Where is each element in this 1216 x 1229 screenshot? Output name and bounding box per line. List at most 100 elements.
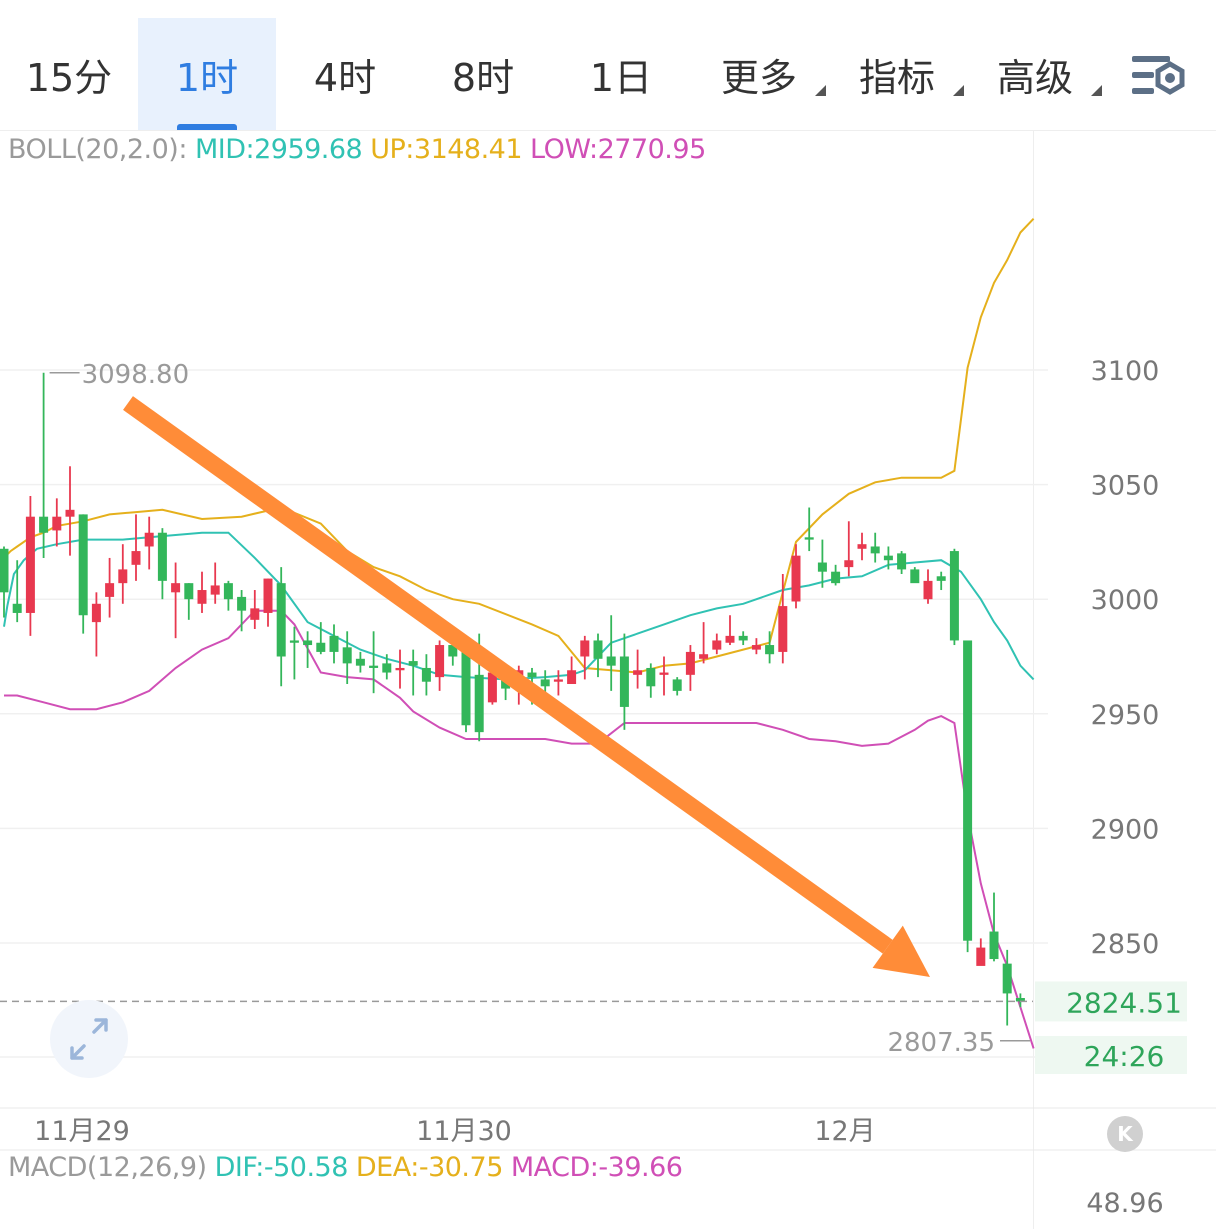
candle-body bbox=[91, 603, 101, 623]
candle-body bbox=[553, 679, 563, 682]
candle-body bbox=[910, 569, 920, 584]
macd-axis-label: 48.96 bbox=[1086, 1188, 1163, 1219]
candle-body bbox=[408, 661, 418, 666]
candle-body bbox=[303, 640, 313, 646]
candle-body bbox=[963, 640, 973, 941]
candle-body bbox=[659, 672, 669, 675]
tab-timeframe-5[interactable]: 更多 bbox=[690, 18, 828, 130]
candle-body bbox=[1002, 963, 1012, 994]
candle-body bbox=[184, 583, 194, 600]
macd-legend: MACD(12,26,9) DIF:-50.58 DEA:-30.75 MACD:-3… bbox=[8, 1152, 690, 1183]
candle-body bbox=[276, 583, 286, 657]
dropdown-caret-icon bbox=[815, 85, 826, 96]
candle-body bbox=[738, 635, 748, 641]
candle-body bbox=[606, 656, 616, 666]
candle-body bbox=[0, 548, 9, 593]
boll-lower-line bbox=[4, 609, 1035, 1049]
candle-body bbox=[448, 645, 458, 657]
candle-body bbox=[157, 532, 167, 581]
scroll-to-latest-button[interactable]: K bbox=[1107, 1116, 1143, 1152]
rewind-icon: K bbox=[1117, 1122, 1133, 1146]
candle-body bbox=[778, 606, 788, 652]
timeframe-toolbar: 15分 1时 4时 8时 1日 更多 指标 高级 bbox=[0, 0, 1216, 130]
candle-body bbox=[883, 555, 893, 561]
candle-body bbox=[712, 640, 722, 650]
expand-fullscreen-button[interactable] bbox=[50, 1000, 128, 1078]
candle-body bbox=[382, 663, 392, 673]
candle-body bbox=[936, 576, 946, 581]
last-price-label: 2824.51 bbox=[1066, 986, 1182, 1019]
candle-body bbox=[461, 645, 471, 726]
candle-body bbox=[646, 667, 656, 687]
candle-body bbox=[949, 551, 959, 641]
candle-body bbox=[487, 672, 497, 703]
candle-body bbox=[369, 665, 379, 668]
boll-legend-mid: MID:2959.68 bbox=[194, 134, 363, 165]
y-tick-label: 2900 bbox=[1091, 814, 1160, 845]
tab-timeframe-1[interactable]: 1时 bbox=[138, 18, 276, 130]
candle-body bbox=[52, 516, 62, 531]
macd-legend-dea: DEA:-30.75 bbox=[355, 1152, 503, 1183]
trend-arrow-head bbox=[872, 925, 930, 977]
boll-legend-up: UP:3148.41 bbox=[370, 134, 523, 165]
expand-icon bbox=[70, 1018, 108, 1060]
candle-body bbox=[699, 654, 709, 659]
candle-body bbox=[210, 585, 220, 595]
candle-body bbox=[685, 651, 695, 675]
candle-body bbox=[831, 571, 841, 584]
candle-body bbox=[580, 640, 590, 657]
min-price-label: 2807.35 bbox=[887, 1028, 995, 1058]
candle-body bbox=[25, 516, 35, 613]
candle-body bbox=[435, 645, 445, 678]
candle-body bbox=[765, 645, 775, 655]
candle-body bbox=[672, 679, 682, 691]
tab-timeframe-3[interactable]: 8时 bbox=[414, 18, 552, 130]
dropdown-caret-icon bbox=[953, 85, 964, 96]
boll-legend-low: LOW:2770.95 bbox=[530, 134, 706, 165]
tab-label: 15分 bbox=[25, 55, 113, 100]
tab-timeframe-4[interactable]: 1日 bbox=[552, 18, 690, 130]
candle-body bbox=[1015, 998, 1025, 1002]
tab-timeframe-6[interactable]: 指标 bbox=[828, 18, 966, 130]
candle-body bbox=[527, 672, 537, 678]
candle-body bbox=[619, 656, 629, 707]
candle-body bbox=[329, 635, 339, 652]
chart-settings-icon[interactable] bbox=[1128, 50, 1188, 102]
countdown-label: 24:26 bbox=[1084, 1040, 1165, 1073]
boll-legend-name: BOLL(20,2.0): bbox=[8, 134, 187, 165]
candle-body bbox=[223, 583, 233, 600]
candle-body bbox=[39, 516, 49, 533]
candle-body bbox=[791, 555, 801, 602]
tab-label: 指标 bbox=[858, 55, 935, 100]
candle-body bbox=[105, 583, 115, 597]
candle-body bbox=[474, 674, 484, 733]
y-tick-label: 3000 bbox=[1091, 585, 1160, 616]
y-tick-label: 2950 bbox=[1091, 700, 1160, 731]
tab-label: 8时 bbox=[451, 55, 515, 100]
y-tick-label: 2850 bbox=[1091, 929, 1160, 960]
boll-upper-line bbox=[3, 218, 1035, 674]
candle-body bbox=[118, 569, 128, 584]
candle-body bbox=[870, 546, 880, 554]
trend-arrow-shaft bbox=[123, 396, 893, 954]
x-tick-label: 11月29 bbox=[34, 1116, 130, 1147]
candle-body bbox=[897, 553, 907, 570]
candle-body bbox=[804, 537, 814, 540]
tab-label: 1时 bbox=[175, 55, 239, 100]
candle-body bbox=[725, 635, 735, 643]
candle-body bbox=[540, 679, 550, 687]
candle-body bbox=[976, 947, 986, 966]
tab-timeframe-2[interactable]: 4时 bbox=[276, 18, 414, 130]
candle-body bbox=[844, 560, 854, 568]
tab-timeframe-0[interactable]: 15分 bbox=[0, 18, 138, 130]
kline-chart[interactable]: 3100 3050 3000 2950 2900 2850 11月29 11月30 12月 309… bbox=[0, 130, 1216, 1229]
tab-timeframe-7[interactable]: 高级 bbox=[966, 18, 1104, 130]
y-tick-label: 3100 bbox=[1091, 356, 1160, 387]
candle-body bbox=[197, 590, 207, 604]
candle-body bbox=[342, 647, 352, 664]
macd-legend-dif: DIF:-50.58 bbox=[214, 1152, 349, 1183]
candle-body bbox=[567, 670, 577, 685]
candle-body bbox=[355, 658, 365, 666]
macd-legend-macd: MACD:-39.66 bbox=[510, 1152, 683, 1183]
boll-legend: BOLL(20,2.0): MID:2959.68 UP:3148.41 LOW:27… bbox=[8, 134, 714, 165]
